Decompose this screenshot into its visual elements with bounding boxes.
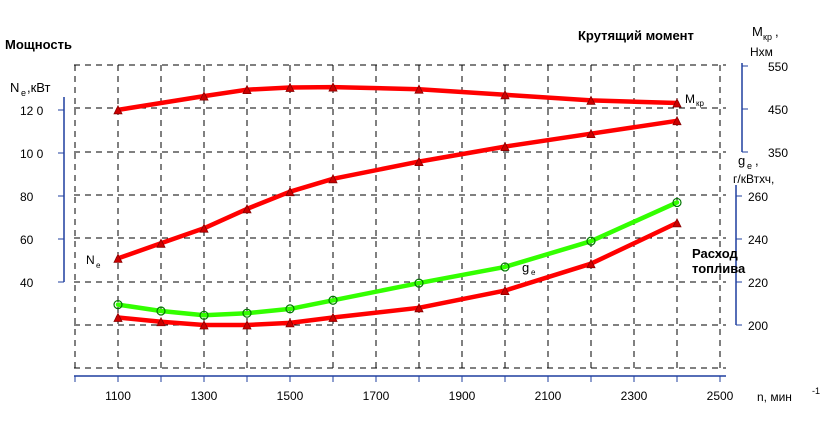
power-tick-label-120: 12 0	[20, 104, 44, 118]
series-line-consumption	[115, 200, 680, 318]
x-tick-label-2300: 2300	[621, 389, 648, 403]
point-torque-2400	[672, 98, 682, 108]
power-series-label-main: N	[86, 253, 95, 267]
point-power-1100	[113, 253, 123, 263]
point-power-1400	[242, 204, 252, 214]
point-power-2000	[500, 141, 510, 151]
point-torque-1100	[113, 104, 123, 115]
torque-tick-label-350: 350	[768, 146, 788, 160]
consumption-tick-label-220: 220	[748, 276, 768, 290]
point-consumption_lower-1300	[199, 320, 209, 330]
point-consumption_lower-1100	[113, 312, 123, 322]
torque-tick-label-550: 550	[768, 60, 788, 74]
x-axis-label: n, мин	[757, 390, 792, 404]
point-consumption-1600	[328, 295, 338, 305]
x-tick-label-1700: 1700	[363, 389, 390, 403]
consumption-series-label-main: g	[522, 260, 529, 275]
point-power-1200	[156, 238, 166, 248]
point-power-2200	[586, 128, 596, 139]
point-consumption-1400	[242, 308, 252, 318]
point-consumption_lower-2000	[500, 285, 510, 296]
point-power-2400	[672, 115, 682, 126]
consumption-tick-label-200: 200	[748, 319, 768, 333]
point-power-1600	[328, 173, 338, 184]
point-consumption-1200	[156, 306, 166, 316]
torque-series-label-main: M	[685, 92, 695, 106]
grid	[74, 64, 726, 369]
power-axis-label-main: N	[10, 80, 19, 95]
point-consumption_lower-2400	[672, 217, 682, 228]
point-torque-1800	[414, 84, 424, 94]
point-torque-1600	[328, 82, 338, 92]
x-tick-label-1300: 1300	[191, 389, 218, 403]
point-torque-1500	[285, 82, 295, 92]
power-tick-label-60: 60	[20, 233, 34, 247]
power-axis-label-sub: e	[21, 88, 26, 98]
consumption-series-label-sub: e	[531, 268, 536, 277]
power-tick-label-100: 10 0	[20, 147, 44, 161]
point-consumption_lower-2200	[586, 258, 596, 269]
point-torque-2000	[500, 89, 510, 100]
point-consumption_lower-1600	[328, 312, 338, 322]
consumption-axis-label-comma: ,	[755, 153, 759, 168]
torque-title: Крутящий момент	[578, 28, 694, 43]
point-consumption_lower-1400	[242, 320, 252, 330]
series-layer	[113, 82, 682, 330]
point-consumption-1100	[113, 299, 123, 310]
point-torque-1300	[199, 91, 209, 101]
consumption-axis-label-unit: г/кВтхч,	[733, 172, 774, 186]
x-tick-label-1500: 1500	[277, 389, 304, 403]
point-consumption_lower-1200	[156, 316, 166, 327]
point-power-1500	[285, 186, 295, 197]
point-power-1300	[199, 223, 209, 233]
x-tick-label-1900: 1900	[449, 389, 476, 403]
x-tick-label-2100: 2100	[535, 389, 562, 403]
torque-axis-label-comma: ,	[775, 24, 779, 39]
x-axis-label-superscript: -1	[812, 386, 820, 396]
point-consumption-1300	[199, 310, 209, 320]
torque-tick-label-450: 450	[768, 103, 788, 117]
point-torque-1400	[242, 84, 252, 95]
point-consumption-1500	[285, 304, 295, 314]
point-torque-2200	[586, 95, 596, 105]
consumption-title-line2: топлива	[692, 261, 746, 276]
consumption-tick-label-260: 260	[748, 190, 768, 204]
consumption-axis-label-main: g	[738, 153, 745, 168]
point-consumption-2200	[586, 236, 596, 246]
axes	[58, 63, 748, 382]
point-consumption-2400	[672, 197, 682, 208]
power-series-label-sub: e	[96, 261, 101, 270]
point-power-1800	[414, 156, 424, 167]
series-line-consumption_lower	[115, 220, 680, 328]
torque-axis-label-sub: кр	[763, 32, 772, 42]
point-consumption_lower-1500	[285, 317, 295, 328]
torque-series-label-sub: кр	[696, 99, 705, 108]
consumption-tick-label-240: 240	[748, 233, 768, 247]
point-consumption-2000	[500, 262, 510, 272]
point-consumption-1800	[414, 278, 424, 288]
power-title: Мощность	[5, 37, 72, 52]
series-line-power	[115, 118, 680, 261]
torque-axis-label-main: M	[752, 24, 763, 39]
power-axis-label-unit: ,кВт	[27, 80, 51, 95]
consumption-axis-label-sub: e	[747, 161, 752, 171]
power-tick-label-40: 40	[20, 276, 34, 290]
labels-layer: Мощность Крутящий момент Расход топлива …	[5, 24, 820, 404]
point-consumption_lower-1800	[414, 302, 424, 313]
power-tick-label-80: 80	[20, 190, 34, 204]
x-tick-label-2500: 2500	[707, 389, 734, 403]
x-tick-label-1100: 1100	[105, 389, 131, 403]
consumption-title-line1: Расход	[692, 246, 738, 261]
torque-axis-label-unit: Нхм	[750, 45, 773, 59]
